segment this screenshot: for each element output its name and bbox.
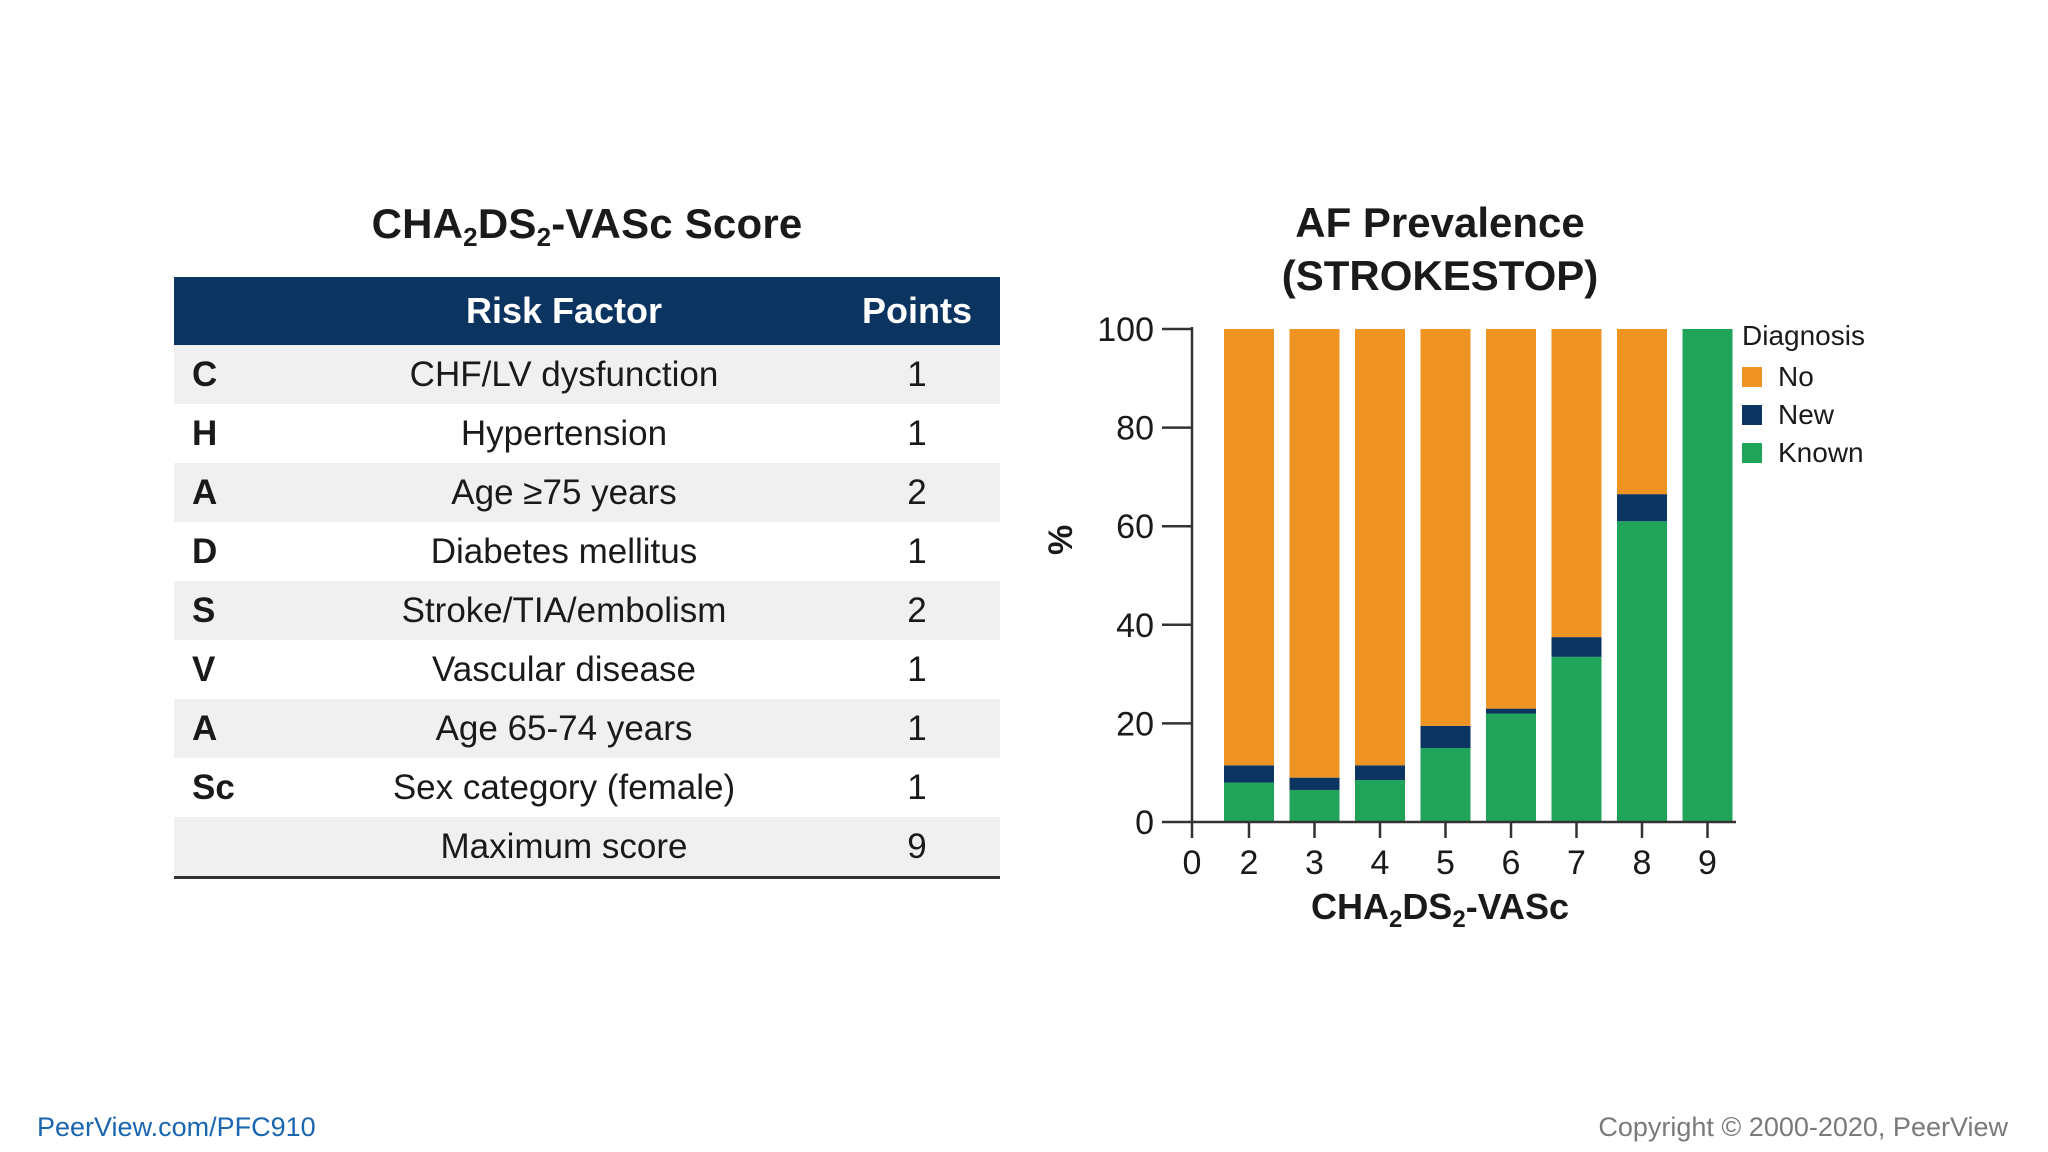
legend-swatch-new: [1742, 405, 1762, 425]
row-points: 1: [907, 708, 927, 748]
chart-title-line2: (STROKESTOP): [1281, 252, 1599, 299]
bar-no-4: [1355, 329, 1405, 766]
x-tick-label-9: 9: [1698, 844, 1717, 882]
header-risk-factor: Risk Factor: [465, 290, 663, 331]
x-tick-label-5: 5: [1436, 844, 1455, 882]
legend-item-new: New: [1742, 396, 1865, 434]
row-letter: D: [192, 531, 218, 571]
bar-new-8: [1617, 494, 1667, 522]
x-tick-label-8: 8: [1633, 844, 1652, 882]
row-points: 1: [907, 649, 927, 689]
bar-new-3: [1289, 777, 1340, 790]
y-tick-label-80: 80: [1116, 410, 1154, 448]
score-table: Risk Factor Points C CHF/LV dysfunction …: [174, 277, 1000, 879]
bar-no-6: [1486, 329, 1536, 709]
bar-no-5: [1420, 329, 1471, 726]
x-axis-label: CHA2DS2-VASc: [1310, 886, 1570, 933]
row-letter: C: [192, 354, 218, 394]
legend-label-no: No: [1778, 361, 1814, 392]
y-axis-label: %: [1042, 524, 1080, 555]
row-points: 2: [907, 590, 927, 630]
x-tick-label-6: 6: [1502, 844, 1521, 882]
row-factor: CHF/LV dysfunction: [409, 354, 719, 394]
row-factor: Hypertension: [460, 413, 668, 453]
row-factor: Age 65-74 years: [435, 708, 693, 748]
legend-title: Diagnosis: [1742, 320, 1865, 351]
row-points: 1: [907, 413, 927, 453]
row-factor: Sex category (female): [392, 767, 736, 807]
y-tick-label-100: 100: [1097, 311, 1154, 349]
row-letter: A: [192, 708, 218, 748]
row-points: 2: [907, 472, 927, 512]
row-points: 1: [907, 354, 927, 394]
x-tick-label-7: 7: [1567, 844, 1586, 882]
bar-no-2: [1224, 329, 1274, 766]
bar-new-2: [1224, 765, 1274, 783]
table-row: Sc Sex category (female) 1: [174, 758, 1000, 817]
row-letter: V: [192, 649, 216, 689]
row-points: 9: [907, 826, 927, 866]
table-row: V Vascular disease 1: [174, 640, 1000, 699]
row-factor: Maximum score: [440, 826, 688, 866]
row-letter: H: [192, 413, 218, 453]
chart-legend: Diagnosis No New Known: [1742, 320, 1865, 472]
table-row: A Age ≥75 years 2: [174, 463, 1000, 522]
row-factor: Diabetes mellitus: [430, 531, 698, 571]
row-letter: Sc: [192, 767, 235, 807]
bar-known-5: [1420, 748, 1471, 822]
bar-known-4: [1355, 780, 1405, 822]
bar-known-8: [1617, 521, 1667, 822]
header-points: Points: [861, 290, 972, 331]
chart-title: AF Prevalence (STROKESTOP): [1180, 196, 1700, 302]
footer-link[interactable]: PeerView.com/PFC910: [37, 1112, 316, 1142]
row-points: 1: [907, 531, 927, 571]
table-row: H Hypertension 1: [174, 404, 1000, 463]
chart-title-line1: AF Prevalence: [1295, 199, 1585, 246]
x-tick-label-4: 4: [1371, 844, 1390, 882]
row-points: 1: [907, 767, 927, 807]
y-tick-label-0: 0: [1135, 804, 1154, 842]
bar-known-7: [1551, 656, 1602, 822]
row-letter: A: [192, 472, 218, 512]
legend-item-known: Known: [1742, 434, 1865, 472]
legend-label-known: Known: [1778, 437, 1864, 468]
table-row: D Diabetes mellitus 1: [174, 522, 1000, 581]
bar-no-3: [1289, 329, 1340, 778]
bar-new-5: [1420, 725, 1471, 749]
bar-no-7: [1551, 329, 1602, 638]
x-tick-label-0: 0: [1183, 844, 1202, 882]
legend-swatch-no: [1742, 367, 1762, 387]
bar-known-9: [1682, 329, 1733, 822]
legend-swatch-known: [1742, 443, 1762, 463]
bar-new-4: [1355, 765, 1405, 781]
table-row: C CHF/LV dysfunction 1: [174, 345, 1000, 404]
y-tick-label-60: 60: [1116, 508, 1154, 546]
row-letter: S: [192, 590, 216, 630]
copyright-text: Copyright © 2000-2020, PeerView: [1598, 1112, 2008, 1142]
table-row: S Stroke/TIA/embolism 2: [174, 581, 1000, 640]
table-header: Risk Factor Points: [174, 277, 1000, 345]
bar-new-6: [1486, 708, 1536, 714]
table-row: A Age 65-74 years 1: [174, 699, 1000, 758]
bar-known-6: [1486, 713, 1536, 822]
y-tick-label-20: 20: [1116, 705, 1154, 743]
x-tick-label-2: 2: [1240, 844, 1259, 882]
bar-known-3: [1289, 789, 1340, 822]
bar-new-7: [1551, 637, 1602, 657]
bar-known-2: [1224, 782, 1274, 822]
x-tick-label-3: 3: [1305, 844, 1324, 882]
legend-label-new: New: [1778, 399, 1835, 430]
y-tick-label-40: 40: [1116, 607, 1154, 645]
bar-no-8: [1617, 329, 1667, 495]
row-factor: Age ≥75 years: [451, 472, 677, 512]
table-title: CHA2DS2-VASc Score: [371, 200, 803, 252]
legend-item-no: No: [1742, 358, 1865, 396]
row-factor: Stroke/TIA/embolism: [401, 590, 727, 630]
table-row-total: Maximum score 9: [174, 817, 1000, 879]
row-factor: Vascular disease: [432, 649, 696, 689]
